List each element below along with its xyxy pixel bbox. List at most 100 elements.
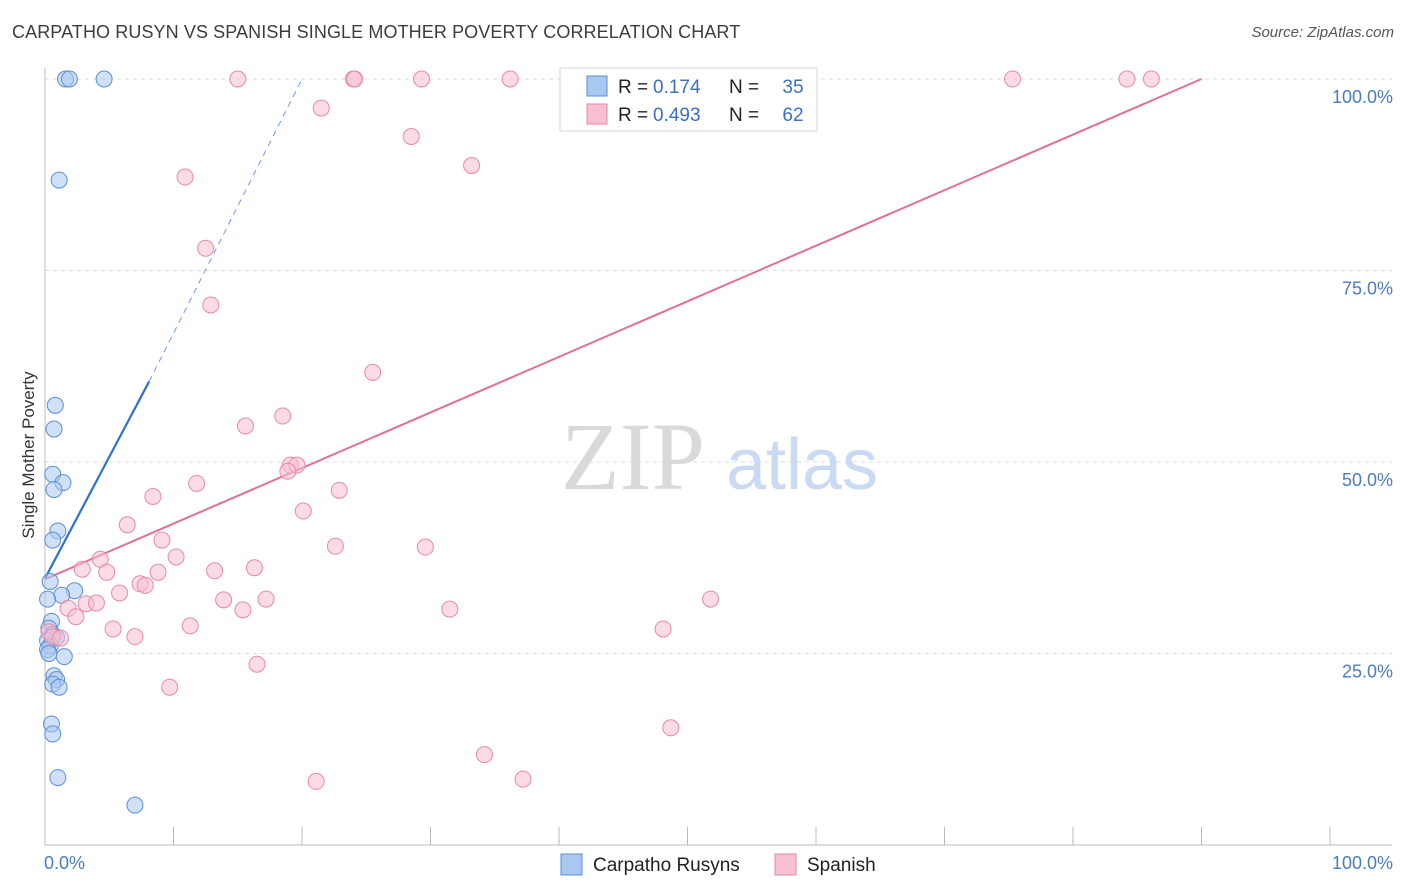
- legend-r-label: R =: [618, 77, 648, 98]
- data-point: [197, 239, 215, 257]
- data-point: [662, 719, 680, 737]
- legend-swatch-spanish: [586, 103, 608, 125]
- data-point: [248, 655, 266, 673]
- data-point: [234, 601, 252, 619]
- data-point: [1142, 70, 1160, 88]
- y-axis-title: Single Mother Poverty: [19, 371, 38, 539]
- data-point: [312, 99, 330, 117]
- data-point: [245, 559, 263, 577]
- data-point: [45, 481, 63, 499]
- data-point: [118, 516, 136, 534]
- data-point: [346, 70, 364, 88]
- data-point: [176, 168, 194, 186]
- trend-lines: [44, 78, 1202, 581]
- y-tick-label: 25.0%: [1342, 662, 1393, 682]
- data-point: [279, 462, 297, 480]
- data-point: [475, 746, 493, 764]
- data-point: [104, 620, 122, 638]
- data-point: [95, 70, 113, 88]
- data-point: [136, 576, 154, 594]
- axes: [44, 68, 1392, 846]
- data-point: [215, 591, 233, 609]
- y-tick-label: 100.0%: [1332, 87, 1393, 107]
- data-point: [441, 600, 459, 618]
- data-point: [294, 502, 312, 520]
- data-point: [126, 628, 144, 646]
- trend-line-spanish: [44, 78, 1202, 581]
- bottom-legend-label-spanish: Spanish: [807, 855, 876, 876]
- data-point: [236, 417, 254, 435]
- source-credit: Source: ZipAtlas.com: [1251, 24, 1394, 41]
- watermark-zip: ZIP: [561, 403, 705, 510]
- bottom-legend-swatch-spanish: [774, 853, 797, 876]
- data-point: [413, 70, 431, 88]
- data-point: [463, 157, 481, 175]
- legend-n-label: N =: [729, 77, 759, 98]
- data-point: [67, 608, 85, 626]
- trend-line-carpatho-rusyns: [44, 381, 151, 579]
- data-point: [307, 772, 325, 790]
- data-point: [402, 127, 420, 145]
- series-carpatho-rusyns: [39, 70, 144, 814]
- chart-title: CARPATHO RUSYN VS SPANISH SINGLE MOTHER …: [12, 22, 741, 42]
- data-point: [702, 590, 720, 608]
- data-point: [44, 725, 62, 743]
- data-point: [1118, 70, 1136, 88]
- data-point: [39, 590, 57, 608]
- data-point: [60, 70, 78, 88]
- legend-n-value: 35: [782, 77, 803, 98]
- data-point: [326, 537, 344, 555]
- legend-n-label: N =: [729, 105, 759, 126]
- data-point: [330, 481, 348, 499]
- data-point: [161, 678, 179, 696]
- data-point: [1004, 70, 1022, 88]
- data-point: [126, 796, 144, 814]
- x-tick-label: 0.0%: [44, 853, 85, 873]
- data-point: [40, 645, 58, 662]
- watermark: ZIP atlas: [561, 403, 878, 510]
- watermark-atlas: atlas: [726, 425, 878, 505]
- data-point: [149, 563, 167, 581]
- data-point: [45, 420, 63, 438]
- data-point: [44, 531, 62, 549]
- data-point: [202, 296, 220, 314]
- data-point: [181, 617, 199, 635]
- x-tick-label: 100.0%: [1332, 853, 1393, 873]
- data-point: [55, 648, 73, 666]
- bottom-legend-swatch-carpatho-rusyns: [560, 853, 583, 876]
- data-point: [111, 584, 129, 602]
- bottom-legend: Carpatho Rusyns Spanish: [560, 853, 876, 876]
- trend-line-carpatho-rusyns-extension: [148, 78, 303, 382]
- data-point: [73, 560, 91, 578]
- legend-r-value: 0.174: [653, 77, 701, 98]
- data-point: [514, 770, 532, 788]
- data-point: [416, 538, 434, 556]
- data-point: [654, 620, 672, 638]
- data-point: [153, 531, 171, 549]
- y-tick-label: 75.0%: [1342, 279, 1393, 299]
- y-tick-labels: 25.0% 50.0% 75.0% 100.0%: [1332, 87, 1393, 682]
- legend-swatch-carpatho-rusyns: [586, 75, 608, 97]
- data-point: [98, 563, 116, 581]
- data-point: [49, 769, 67, 787]
- data-point: [46, 396, 64, 414]
- legend-n-value: 62: [782, 105, 803, 126]
- legend: R = 0.174 N = 35 R = 0.493 N = 62: [559, 67, 818, 132]
- data-point: [206, 562, 224, 580]
- x-tick-labels: 0.0% 100.0%: [44, 853, 1393, 873]
- data-point: [41, 572, 59, 590]
- legend-r-label: R =: [618, 105, 648, 126]
- grid-lines: [45, 78, 1392, 654]
- legend-r-value: 0.493: [653, 105, 701, 126]
- y-tick-label: 50.0%: [1342, 470, 1393, 490]
- data-point: [144, 487, 162, 505]
- data-point: [87, 594, 105, 612]
- data-point: [167, 548, 185, 566]
- bottom-legend-label-carpatho-rusyns: Carpatho Rusyns: [593, 855, 740, 876]
- data-point: [51, 629, 69, 647]
- data-point: [50, 171, 68, 189]
- data-point: [364, 363, 382, 381]
- data-point: [257, 590, 275, 608]
- data-point: [188, 474, 206, 492]
